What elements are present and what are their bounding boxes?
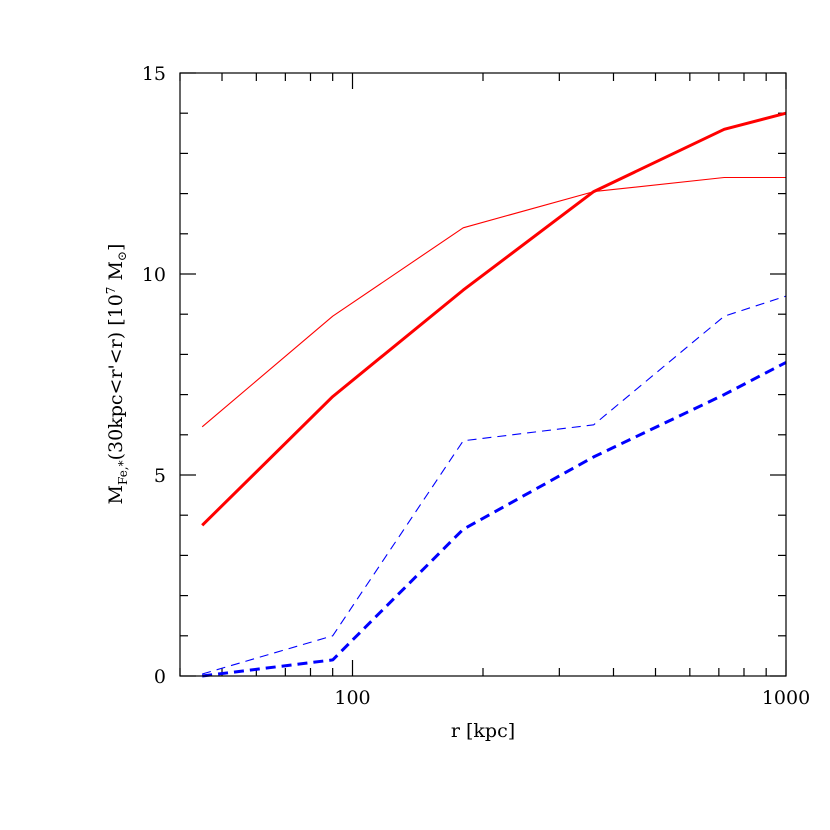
series-line-3 (202, 361, 787, 678)
plot-frame (179, 72, 787, 677)
minor-ticks (179, 73, 786, 676)
y-tick-label: 15 (142, 63, 166, 85)
y-axis-label: MFe,*(30kpc<r'<r) [107 M⊙] (104, 244, 130, 505)
series-line-1 (201, 111, 787, 527)
major-ticks (180, 72, 787, 677)
tick-labels: 100 1000 0 5 10 15 (142, 63, 810, 709)
y-label-sup: 7 (104, 287, 118, 295)
y-label-sun: ⊙ (115, 251, 129, 261)
x-tick-label: 1000 (762, 687, 810, 709)
y-tick-label: 5 (154, 465, 166, 487)
y-label-close: ] (105, 244, 127, 251)
x-axis-label: r [kpc] (451, 720, 515, 742)
series-line-4 (202, 295, 787, 675)
x-tick-label: 100 (334, 687, 370, 709)
y-tick-label: 0 (154, 666, 166, 688)
series-layer (201, 111, 787, 678)
y-tick-label: 10 (142, 264, 166, 286)
y-label-mid: (30kpc<r'<r) [10 (105, 294, 127, 460)
series-line-2 (201, 176, 786, 428)
y-label-tail: M (105, 261, 127, 287)
y-label-sub: Fe,* (116, 460, 130, 485)
y-label-base: M (105, 485, 127, 504)
